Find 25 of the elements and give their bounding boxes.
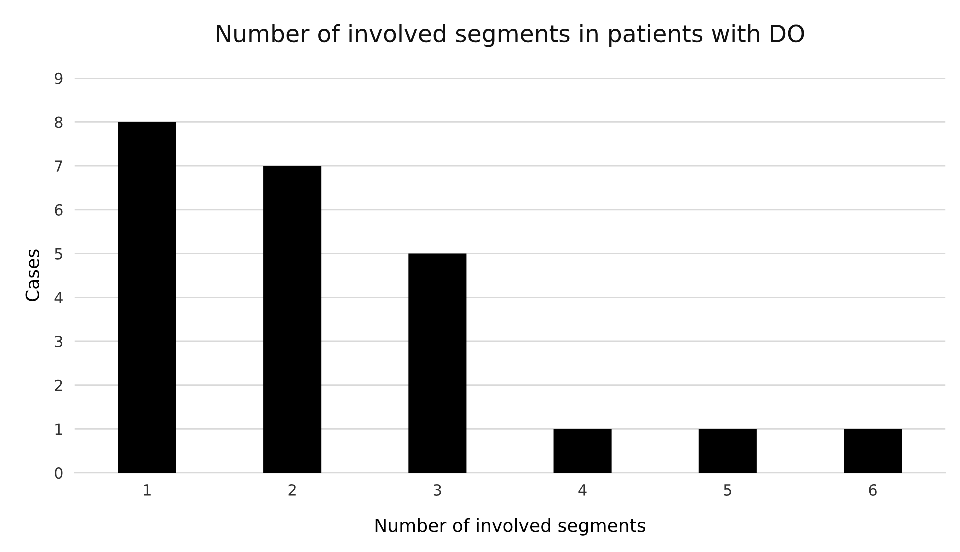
y-tick-label: 1: [56, 424, 62, 436]
y-tick-label: 7: [55, 160, 62, 172]
x-tick-label: 2: [288, 484, 296, 496]
y-axis-title: Cases: [26, 250, 40, 302]
x-tick-label: 1: [144, 484, 151, 496]
y-tick-label: 5: [55, 248, 62, 260]
y-tick-label: 6: [55, 204, 63, 216]
x-tick-label: 4: [578, 484, 587, 496]
bar: [554, 429, 612, 474]
x-tick-label: 6: [869, 484, 877, 496]
x-tick-label: 5: [724, 484, 732, 496]
y-tick-label: 3: [55, 336, 63, 348]
bar: [844, 429, 902, 474]
bar: [118, 122, 176, 474]
y-tick-label: 2: [55, 380, 62, 392]
chart-title: Number of involved segments in patients with DO: [217, 24, 804, 48]
bar: [698, 429, 757, 474]
y-tick-label: 8: [55, 116, 63, 128]
y-tick-label: 9: [55, 72, 63, 84]
bar: [408, 254, 467, 474]
x-axis-title: Number of involved segments: [376, 518, 646, 536]
bar: [264, 166, 322, 474]
x-tick-label: 3: [434, 484, 442, 496]
y-tick-label: 4: [54, 292, 63, 304]
y-tick-label: 0: [55, 468, 63, 480]
